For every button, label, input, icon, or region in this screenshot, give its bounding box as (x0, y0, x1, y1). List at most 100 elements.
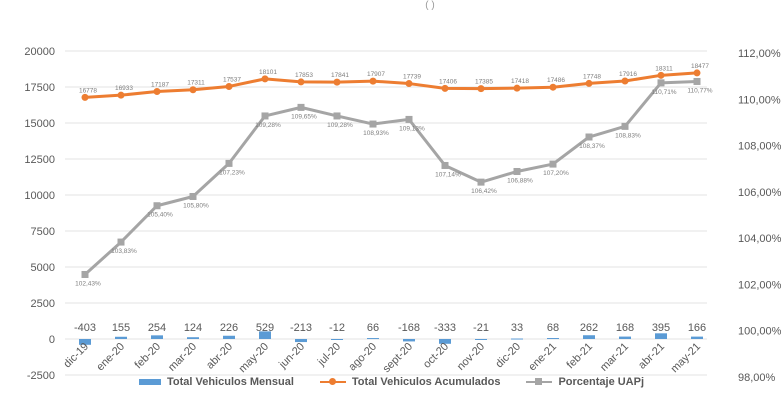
line-point (153, 202, 161, 210)
line-point (585, 133, 593, 141)
chart-title-fragment: ( ) (425, 0, 434, 11)
category-label: abr-20 (204, 341, 235, 372)
category-label: feb-20 (133, 341, 164, 372)
line-point (261, 75, 269, 83)
line-data-label: 108,83% (615, 132, 641, 139)
line-point (189, 192, 197, 200)
bar (547, 338, 559, 340)
line-data-label: 110,71% (651, 89, 676, 96)
line-data-label: 107,14% (435, 171, 461, 178)
bar-data-label: 226 (220, 322, 238, 334)
line-data-label: 109,28% (255, 122, 281, 129)
line-point (225, 159, 233, 167)
bar (619, 336, 631, 339)
bar (511, 338, 523, 340)
category-label: ene-21 (526, 341, 559, 374)
category-label: may-20 (237, 341, 271, 375)
line-data-label: 105,40% (147, 212, 173, 219)
bar (367, 338, 379, 340)
line-data-label: 18477 (691, 63, 709, 70)
bar-data-label: 168 (616, 322, 634, 334)
line-point (369, 120, 377, 128)
bar (259, 331, 271, 339)
bar (115, 336, 127, 339)
category-label: feb-21 (565, 341, 596, 372)
line-data-label: 17841 (331, 72, 349, 79)
left-tick-label: 0 (49, 334, 55, 346)
bar (403, 339, 415, 342)
right-tick-label: 104,00% (738, 233, 782, 245)
legend-label-acumulados: Total Vehiculos Acumulados (351, 376, 501, 388)
bar-data-label: 66 (367, 322, 379, 334)
category-label: ene-20 (94, 341, 127, 374)
bar-data-label: -12 (329, 322, 345, 334)
bar (295, 339, 307, 343)
legend-swatch-acumulados (319, 378, 346, 385)
line-data-label: 17537 (223, 76, 241, 83)
category-label: jun-20 (276, 341, 307, 372)
left-tick-label: 7500 (31, 226, 55, 238)
left-tick-label: -2500 (27, 370, 55, 382)
line-data-label: 17187 (151, 82, 169, 89)
right-tick-label: 112,00% (738, 48, 781, 60)
line-point (549, 160, 557, 168)
line-point (225, 82, 233, 90)
line-data-label: 17311 (187, 80, 205, 87)
line-point (621, 77, 629, 85)
legend-item-mensual: Total Vehiculos Mensual (138, 376, 294, 388)
line-data-label: 16933 (115, 85, 133, 92)
category-label: mar-20 (166, 341, 199, 374)
line-point (261, 112, 269, 120)
line-data-label: 109,13% (399, 125, 425, 132)
line-data-label: 110,77% (687, 87, 712, 94)
series-line (83, 79, 698, 276)
left-tick-label: 10000 (24, 190, 55, 202)
line-point (297, 103, 305, 111)
line-point (117, 238, 125, 246)
legend-swatch-mensual (138, 379, 161, 385)
bar (223, 335, 235, 339)
line-data-label: 109,65% (291, 113, 317, 120)
bar-data-label: 254 (148, 322, 166, 334)
line-point (513, 167, 521, 175)
line-point (477, 178, 485, 186)
right-tick-label: 110,00% (738, 94, 781, 106)
line-data-label: 105,80% (183, 202, 209, 209)
bar-data-label: 155 (112, 322, 130, 334)
line-data-label: 107,20% (543, 170, 569, 177)
line-data-label: 18311 (655, 65, 673, 72)
line-point (513, 84, 521, 92)
category-label: mar-21 (598, 341, 631, 374)
line-point (693, 69, 701, 77)
line-point (657, 79, 665, 87)
bar-data-label: -213 (290, 322, 312, 334)
right-tick-label: 108,00% (738, 141, 782, 153)
category-label: ago-20 (346, 341, 379, 374)
line-data-label: 18101 (259, 69, 277, 76)
line-point (81, 93, 89, 101)
legend-label-porcentaje: Porcentaje UAPj (558, 376, 645, 388)
line-data-label: 17486 (547, 77, 565, 84)
line-data-label: 102,43% (75, 280, 101, 287)
line-data-label: 16778 (79, 87, 97, 94)
left-tick-label: 15000 (24, 118, 55, 130)
line-data-label: 17853 (295, 72, 313, 79)
bar-data-label: 529 (256, 322, 274, 334)
series-line (84, 71, 698, 99)
bar (187, 337, 199, 339)
line-data-label: 17418 (511, 78, 529, 85)
line-data-label: 103,83% (111, 248, 137, 255)
category-label: nov-20 (455, 341, 487, 373)
bar-data-label: 33 (511, 322, 523, 334)
line-data-label: 106,42% (471, 188, 497, 195)
line-data-label: 17748 (583, 73, 601, 80)
line-point (477, 85, 485, 93)
line-point (369, 77, 377, 85)
line-point (153, 88, 161, 96)
line-data-label: 109,28% (327, 122, 353, 129)
right-tick-label: 100,00% (738, 326, 782, 338)
line-point (333, 78, 341, 86)
category-label: dic-20 (493, 341, 523, 371)
line-point (81, 270, 89, 278)
